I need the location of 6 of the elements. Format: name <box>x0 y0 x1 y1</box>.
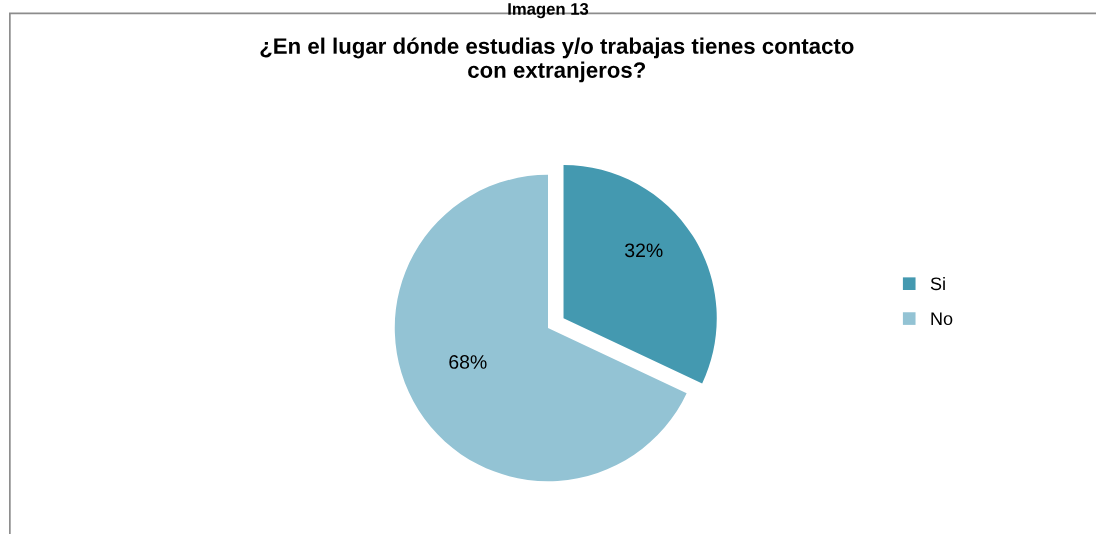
data-label: 68% <box>449 355 487 369</box>
legend-label: No <box>931 312 953 326</box>
legend-label: Si <box>930 276 945 291</box>
text: Imagen 13 <box>508 3 589 19</box>
data-label: 32% <box>625 243 663 258</box>
chart-title: ¿En el lugar dónde estudias y/o trabajas tienes contacto con extranjeros? <box>260 37 854 83</box>
